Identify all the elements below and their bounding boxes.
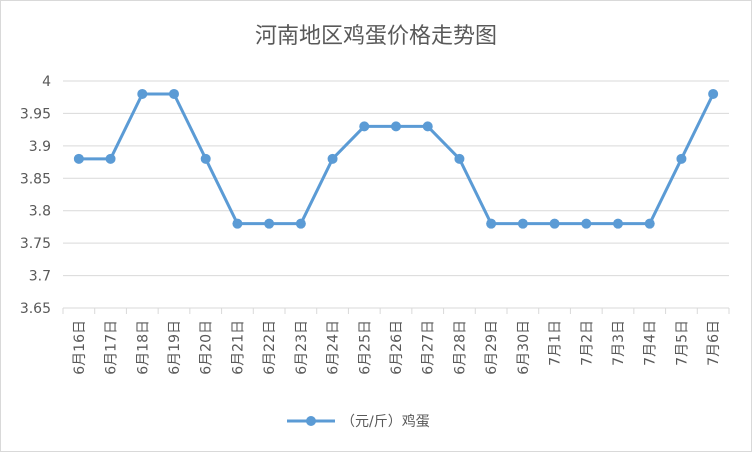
- data-point: [581, 218, 592, 229]
- data-point: [359, 121, 370, 132]
- x-tick-label: 7月3日: [611, 320, 627, 366]
- x-tick-label: 6月28日: [452, 320, 468, 375]
- x-tick-label: 6月26日: [389, 320, 405, 375]
- data-point: [200, 153, 211, 164]
- chart-title: 河南地区鸡蛋价格走势图: [255, 24, 497, 49]
- data-point: [422, 121, 433, 132]
- y-tick-label: 3.95: [20, 106, 51, 122]
- x-tick-label: 7月1日: [548, 320, 564, 366]
- x-tick-label: 6月17日: [104, 320, 120, 375]
- data-point: [391, 121, 401, 132]
- legend-dot-marker: [306, 416, 316, 426]
- data-point: [549, 218, 560, 229]
- data-point: [169, 88, 179, 99]
- x-tick-label: 6月27日: [421, 320, 437, 375]
- x-tick-label: 7月4日: [643, 320, 659, 366]
- data-point: [105, 153, 116, 164]
- data-point: [264, 218, 275, 229]
- y-tick-label: 3.85: [20, 171, 51, 187]
- x-tick-label: 6月23日: [294, 320, 310, 375]
- x-tick-label: 6月25日: [357, 320, 373, 375]
- x-tick-label: 7月5日: [674, 320, 690, 366]
- data-point: [327, 153, 338, 164]
- legend: （元/斤）鸡蛋: [287, 413, 430, 430]
- x-tick-label: 6月30日: [516, 320, 532, 375]
- data-point: [454, 153, 465, 164]
- x-tick-label: 6月29日: [484, 320, 500, 375]
- legend-label: （元/斤）鸡蛋: [341, 413, 430, 430]
- data-point: [517, 218, 528, 229]
- data-point: [73, 153, 84, 164]
- data-point: [137, 88, 148, 99]
- x-tick-label: 7月2日: [579, 320, 595, 366]
- y-tick-label: 3.65: [20, 301, 51, 317]
- y-tick-label: 4: [42, 74, 51, 90]
- y-tick-label: 3.75: [20, 236, 51, 252]
- data-point: [708, 88, 719, 99]
- data-point: [486, 218, 497, 229]
- x-tick-label: 6月22日: [262, 320, 278, 375]
- y-tick-label: 3.9: [29, 139, 51, 155]
- data-point: [232, 218, 243, 229]
- x-tick-label: 6月18日: [135, 320, 151, 375]
- x-tick-label: 6月19日: [167, 320, 183, 375]
- y-tick-label: 3.7: [29, 269, 51, 285]
- x-tick-label: 7月6日: [706, 320, 722, 366]
- x-tick-label: 6月20日: [199, 320, 215, 375]
- data-point: [676, 153, 687, 164]
- x-tick-label: 6月21日: [230, 320, 246, 375]
- data-point: [613, 218, 623, 229]
- data-point: [644, 218, 655, 229]
- x-tick-label: 6月24日: [326, 320, 342, 375]
- y-tick-label: 3.8: [29, 204, 51, 220]
- data-point: [295, 218, 306, 229]
- x-tick-label: 6月16日: [72, 320, 88, 375]
